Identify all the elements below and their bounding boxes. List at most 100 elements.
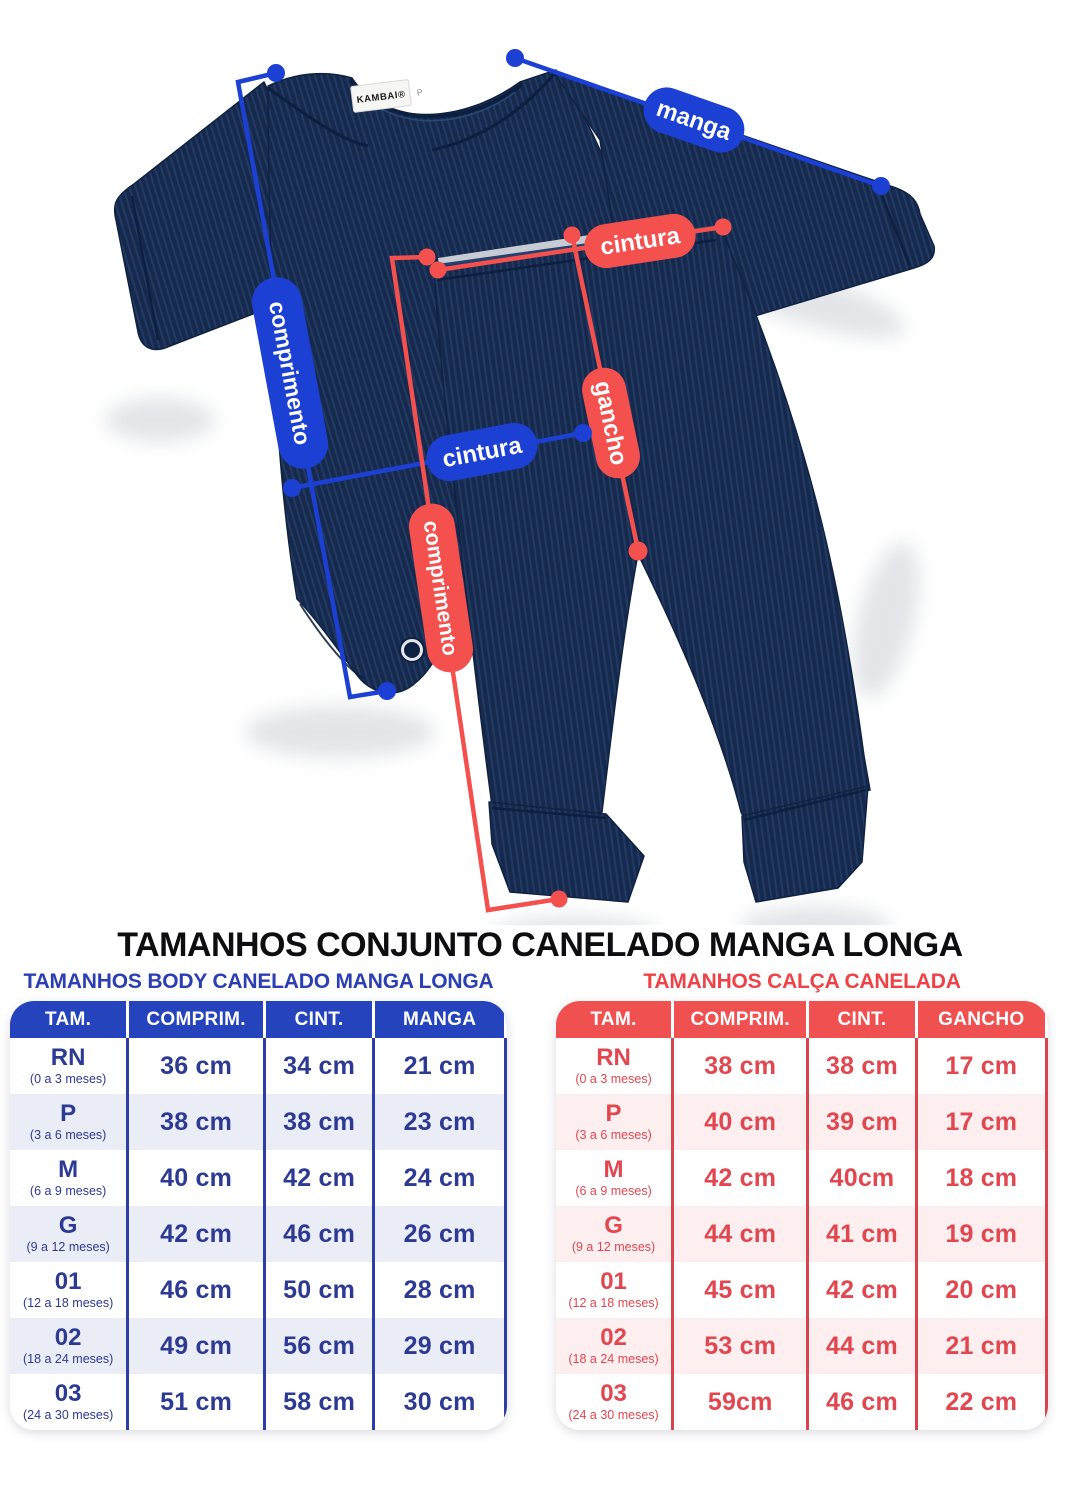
measure-value-cell: 46 cm xyxy=(266,1206,376,1262)
size-code: M xyxy=(603,1156,624,1184)
measure-pill-body-waist: cintura xyxy=(426,422,538,482)
size-age-range: (9 a 12 meses) xyxy=(26,1239,110,1254)
size-age-range: (3 a 6 meses) xyxy=(575,1127,652,1142)
size-age-range: (9 a 12 meses) xyxy=(571,1239,656,1254)
size-code: P xyxy=(60,1100,77,1128)
size-code: 01 xyxy=(54,1268,82,1296)
pants-row-03: 03 (24 a 30 meses) 59cm 46 cm 22 cm xyxy=(556,1374,1048,1430)
measure-value-cell: 45 cm xyxy=(674,1262,810,1318)
column-header-tam: TAM. xyxy=(10,1001,130,1038)
measure-value-cell: 42 cm xyxy=(674,1150,810,1206)
product-photo: KAMBAI® P xyxy=(105,49,936,956)
pants-right-cuff xyxy=(741,785,869,903)
measure-value-cell: 21 cm xyxy=(375,1038,507,1094)
size-cell: 03 (24 a 30 meses) xyxy=(556,1374,675,1430)
column-header-comprim: COMPRIM. xyxy=(674,1001,810,1038)
size-age-range: (0 a 3 meses) xyxy=(575,1071,652,1086)
size-code: 02 xyxy=(600,1324,627,1352)
pants-row-01: 01 (12 a 18 meses) 45 cm 42 cm 20 cm xyxy=(556,1262,1048,1318)
measure-value-cell: 26 cm xyxy=(375,1206,507,1262)
pants-table-title: TAMANHOS CALÇA CANELADA xyxy=(643,970,961,993)
measure-value-cell: 40 cm xyxy=(129,1150,266,1206)
measure-value-cell: 22 cm xyxy=(918,1374,1048,1430)
size-cell: 01 (12 a 18 meses) xyxy=(556,1262,675,1318)
pants-size-table-section: TAMANHOS CALÇA CANELADA TAM. COMPRIM. CI… xyxy=(556,970,1048,1430)
measure-pill-pants-waist: cintura xyxy=(584,213,696,269)
size-cell: 02 (18 a 24 meses) xyxy=(10,1318,130,1374)
red-endpoint-dots xyxy=(418,218,732,908)
column-header-gancho: GANCHO xyxy=(917,1001,1048,1038)
body-size-table: TAM. COMPRIM. CINT. MANGA RN (0 a 3 meses… xyxy=(10,1001,507,1430)
garment-diagram: KAMBAI® P xyxy=(105,49,936,956)
pants-illustration xyxy=(433,224,871,903)
size-age-range: (18 a 24 meses) xyxy=(568,1351,659,1366)
measure-pill-pants-length: comprimento xyxy=(408,503,474,673)
size-code: 01 xyxy=(600,1268,627,1296)
measure-value-cell: 24 cm xyxy=(375,1150,507,1206)
brand-label: KAMBAI® P xyxy=(350,79,423,113)
body-size-table-section: TAMANHOS BODY CANELADO MANGA LONGA TAM. … xyxy=(10,970,507,1430)
measure-value-cell: 42 cm xyxy=(129,1206,266,1262)
pants-row-02: 02 (18 a 24 meses) 53 cm 44 cm 21 cm xyxy=(556,1318,1048,1374)
size-cell: 01 (12 a 18 meses) xyxy=(10,1262,130,1318)
size-age-range: (24 a 30 meses) xyxy=(22,1407,114,1422)
size-cell: RN (0 a 3 meses) xyxy=(556,1038,675,1094)
measure-value-cell: 18 cm xyxy=(918,1150,1048,1206)
size-code: P xyxy=(605,1100,622,1128)
measure-value-cell: 38 cm xyxy=(674,1038,810,1094)
measure-value-cell: 40cm xyxy=(809,1150,918,1206)
size-age-range: (12 a 18 meses) xyxy=(22,1295,114,1310)
body-row-M: M (6 a 9 meses) 40 cm 42 cm 24 cm xyxy=(10,1150,507,1206)
size-cell: G (9 a 12 meses) xyxy=(10,1206,130,1262)
measure-value-cell: 29 cm xyxy=(375,1318,507,1374)
body-table-rows: RN (0 a 3 meses) 36 cm 34 cm 21 cm P (3 a 6 me… xyxy=(10,1038,507,1430)
column-header-manga: MANGA xyxy=(375,1001,507,1038)
measure-value-cell: 44 cm xyxy=(674,1206,810,1262)
size-cell: G (9 a 12 meses) xyxy=(556,1206,675,1262)
pants-row-G: G (9 a 12 meses) 44 cm 41 cm 19 cm xyxy=(556,1206,1048,1262)
measure-value-cell: 20 cm xyxy=(918,1262,1048,1318)
brand-size-tag: P xyxy=(416,87,423,98)
body-row-P: P (3 a 6 meses) 38 cm 38 cm 23 cm xyxy=(10,1094,507,1150)
body-row-RN: RN (0 a 3 meses) 36 cm 34 cm 21 cm xyxy=(10,1038,507,1094)
size-code: RN xyxy=(50,1044,86,1072)
measure-value-cell: 46 cm xyxy=(809,1374,918,1430)
measure-value-cell: 40 cm xyxy=(674,1094,810,1150)
measure-value-cell: 34 cm xyxy=(266,1038,376,1094)
column-header-comprim: COMPRIM. xyxy=(129,1001,266,1038)
size-code: G xyxy=(604,1212,623,1240)
size-tables: TAMANHOS BODY CANELADO MANGA LONGA TAM. … xyxy=(0,970,1080,1430)
measure-value-cell: 46 cm xyxy=(129,1262,266,1318)
pants-body xyxy=(433,225,871,819)
measure-value-cell: 36 cm xyxy=(129,1038,266,1094)
measure-value-cell: 42 cm xyxy=(809,1262,918,1318)
size-cell: P (3 a 6 meses) xyxy=(10,1094,130,1150)
measure-value-cell: 23 cm xyxy=(375,1094,507,1150)
pants-row-RN: RN (0 a 3 meses) 38 cm 38 cm 17 cm xyxy=(556,1038,1048,1094)
size-cell: M (6 a 9 meses) xyxy=(556,1150,675,1206)
size-cell: RN (0 a 3 meses) xyxy=(10,1038,130,1094)
measure-value-cell: 59cm xyxy=(674,1374,810,1430)
measure-value-cell: 38 cm xyxy=(809,1038,918,1094)
size-age-range: (3 a 6 meses) xyxy=(29,1127,107,1142)
column-header-cint: CINT. xyxy=(809,1001,918,1038)
pants-table-rows: RN (0 a 3 meses) 38 cm 38 cm 17 cm P (3 a 6 me… xyxy=(556,1038,1048,1430)
column-header-cint: CINT. xyxy=(265,1001,376,1038)
size-code: 03 xyxy=(600,1380,627,1408)
pants-row-M: M (6 a 9 meses) 42 cm 40cm 18 cm xyxy=(556,1150,1048,1206)
size-age-range: (6 a 9 meses) xyxy=(29,1183,107,1198)
measure-value-cell: 39 cm xyxy=(809,1094,918,1150)
measure-value-cell: 17 cm xyxy=(918,1038,1048,1094)
body-table-title: TAMANHOS BODY CANELADO MANGA LONGA xyxy=(23,970,494,993)
body-table-header: TAM. COMPRIM. CINT. MANGA xyxy=(10,1001,507,1038)
measure-value-cell: 17 cm xyxy=(918,1094,1048,1150)
size-code: RN xyxy=(596,1044,631,1072)
size-cell: M (6 a 9 meses) xyxy=(10,1150,130,1206)
size-age-range: (24 a 30 meses) xyxy=(568,1407,659,1422)
measure-value-cell: 49 cm xyxy=(129,1318,266,1374)
measure-value-cell: 28 cm xyxy=(375,1262,507,1318)
size-age-range: (0 a 3 meses) xyxy=(29,1071,107,1086)
size-age-range: (12 a 18 meses) xyxy=(568,1295,659,1310)
pants-row-P: P (3 a 6 meses) 40 cm 39 cm 17 cm xyxy=(556,1094,1048,1150)
